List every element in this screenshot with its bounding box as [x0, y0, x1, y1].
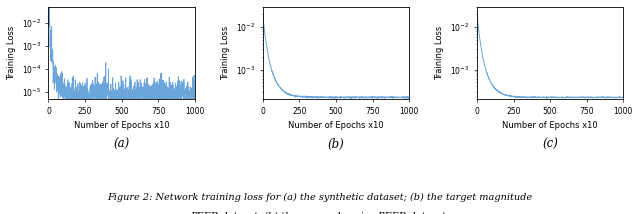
X-axis label: Number of Epochs x10: Number of Epochs x10 [288, 121, 384, 130]
Y-axis label: Training Loss: Training Loss [221, 26, 230, 80]
Text: Figure 2: Network training loss for (a) the synthetic dataset; (b) the target ma: Figure 2: Network training loss for (a) … [108, 193, 532, 202]
X-axis label: Number of Epochs x10: Number of Epochs x10 [502, 121, 598, 130]
Text: (b): (b) [328, 138, 344, 151]
Y-axis label: Training Loss: Training Loss [435, 26, 444, 80]
Text: (a): (a) [113, 138, 130, 151]
Text: (c): (c) [542, 138, 558, 151]
X-axis label: Number of Epochs x10: Number of Epochs x10 [74, 121, 170, 130]
Y-axis label: Training Loss: Training Loss [7, 26, 16, 80]
Text: PEER dataset; (b) the comprehensive PEER dataset;: PEER dataset; (b) the comprehensive PEER… [191, 212, 449, 214]
